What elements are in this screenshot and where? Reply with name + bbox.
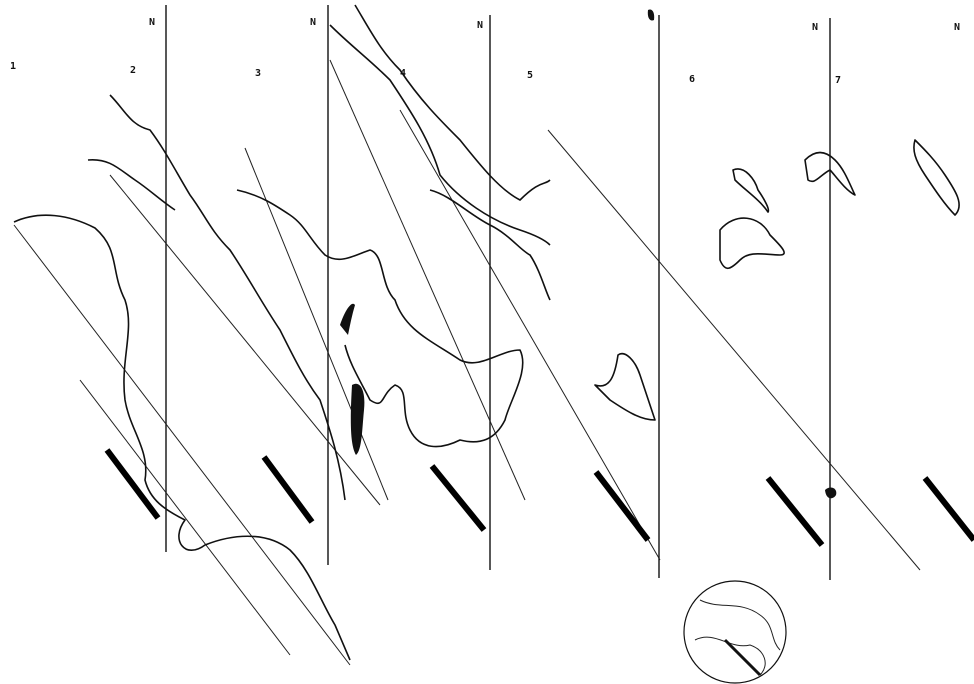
outlines — [14, 5, 959, 660]
panel-label: 2 — [130, 65, 136, 76]
north-label: N — [477, 20, 483, 31]
inset-globe — [684, 581, 786, 683]
panel-label: 6 — [689, 74, 695, 85]
panel-label: 3 — [255, 68, 261, 79]
panel-label: 1 — [10, 61, 16, 72]
north-label: N — [812, 22, 818, 33]
panel-label: 5 — [527, 70, 533, 81]
panel-label: 7 — [835, 75, 841, 86]
north-label: N — [954, 22, 960, 33]
north-label: N — [149, 17, 155, 28]
north-label: N — [310, 17, 316, 28]
figure: 1 2 3 4 5 6 7 N N N N N — [0, 0, 974, 684]
page: 1 2 3 4 5 6 7 N N N N N (() => { const d… — [0, 0, 974, 684]
reference-bars — [107, 450, 974, 545]
north-lines — [166, 5, 830, 580]
panel-label: 4 — [400, 68, 406, 79]
